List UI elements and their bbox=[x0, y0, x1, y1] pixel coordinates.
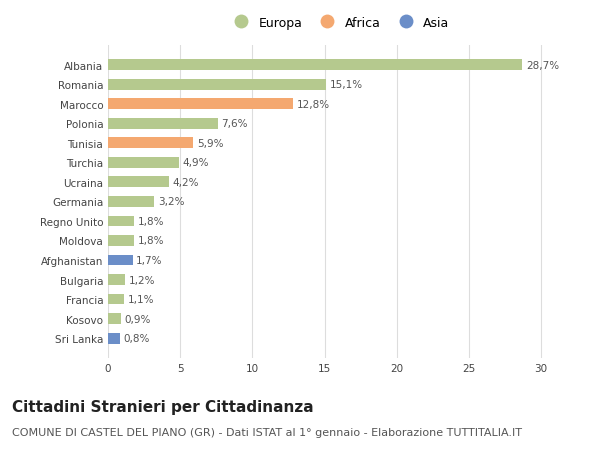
Bar bbox=[108, 333, 119, 344]
Text: 1,8%: 1,8% bbox=[137, 236, 164, 246]
Bar bbox=[108, 138, 193, 149]
Legend: Europa, Africa, Asia: Europa, Africa, Asia bbox=[223, 11, 455, 34]
Bar bbox=[108, 294, 124, 305]
Text: 1,1%: 1,1% bbox=[127, 295, 154, 304]
Bar bbox=[108, 99, 293, 110]
Bar bbox=[108, 177, 169, 188]
Text: 1,7%: 1,7% bbox=[136, 256, 163, 265]
Bar bbox=[108, 235, 134, 246]
Text: COMUNE DI CASTEL DEL PIANO (GR) - Dati ISTAT al 1° gennaio - Elaborazione TUTTIT: COMUNE DI CASTEL DEL PIANO (GR) - Dati I… bbox=[12, 427, 522, 437]
Text: 4,2%: 4,2% bbox=[172, 178, 199, 187]
Text: 12,8%: 12,8% bbox=[296, 100, 329, 109]
Text: 15,1%: 15,1% bbox=[329, 80, 363, 90]
Text: 0,8%: 0,8% bbox=[123, 334, 149, 343]
Bar bbox=[108, 196, 154, 207]
Text: 0,9%: 0,9% bbox=[125, 314, 151, 324]
Text: 7,6%: 7,6% bbox=[221, 119, 248, 129]
Bar bbox=[108, 60, 523, 71]
Text: 5,9%: 5,9% bbox=[197, 139, 223, 148]
Text: 1,2%: 1,2% bbox=[129, 275, 155, 285]
Text: Cittadini Stranieri per Cittadinanza: Cittadini Stranieri per Cittadinanza bbox=[12, 399, 314, 414]
Bar bbox=[108, 216, 134, 227]
Bar bbox=[108, 255, 133, 266]
Text: 28,7%: 28,7% bbox=[526, 61, 559, 70]
Bar bbox=[108, 118, 218, 129]
Bar bbox=[108, 157, 179, 168]
Text: 1,8%: 1,8% bbox=[137, 217, 164, 226]
Text: 3,2%: 3,2% bbox=[158, 197, 184, 207]
Bar bbox=[108, 79, 326, 90]
Text: 4,9%: 4,9% bbox=[182, 158, 209, 168]
Bar bbox=[108, 313, 121, 325]
Bar bbox=[108, 274, 125, 285]
